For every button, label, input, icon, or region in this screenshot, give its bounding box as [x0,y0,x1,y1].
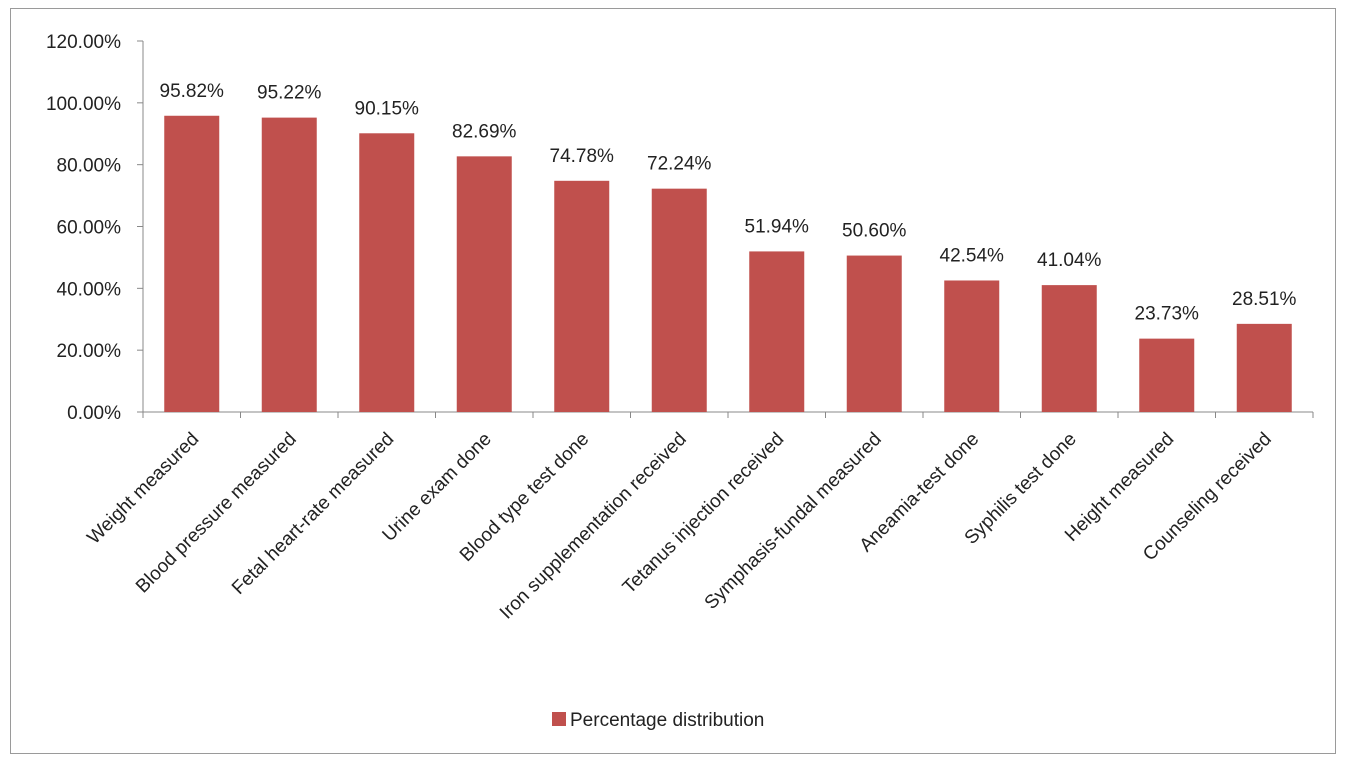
data-label: 50.60% [842,221,907,242]
x-category-label: Iron supplementation received [496,429,691,624]
bar [749,251,805,412]
x-category-label: Symphasis-fundal measured [701,429,886,614]
y-tick-label: 80.00% [57,156,122,177]
data-label: 28.51% [1232,289,1297,310]
x-category-label: Blood pressure measured [132,429,301,598]
bar [554,180,610,412]
data-label: 42.54% [940,245,1005,266]
data-label: 51.94% [745,216,810,237]
bar [846,255,902,412]
bar [359,133,415,412]
x-category-label: Fetal heart-rate measured [228,429,398,599]
data-label: 90.15% [355,98,420,119]
bar [944,280,1000,412]
y-tick-label: 20.00% [57,341,122,362]
y-tick-label: 0.00% [67,403,121,424]
data-label: 41.04% [1037,250,1102,271]
data-label: 95.22% [257,83,322,104]
bar [1236,323,1292,412]
bar [261,117,317,412]
bar [164,115,220,412]
data-label: 74.78% [550,146,615,167]
bar [1041,285,1097,412]
data-label: 82.69% [452,121,517,142]
bar [456,156,512,412]
data-label: 95.82% [160,81,225,102]
bar [651,188,707,412]
data-label: 23.73% [1135,304,1200,325]
y-tick-label: 40.00% [57,279,122,300]
y-tick-label: 60.00% [57,218,122,239]
y-tick-label: 120.00% [46,32,121,53]
legend-swatch [552,712,566,726]
legend-label: Percentage distribution [570,710,764,731]
data-label: 72.24% [647,154,712,175]
x-category-label: Tetanus injection received [619,429,788,598]
y-tick-label: 100.00% [46,94,121,115]
bar [1139,338,1195,412]
